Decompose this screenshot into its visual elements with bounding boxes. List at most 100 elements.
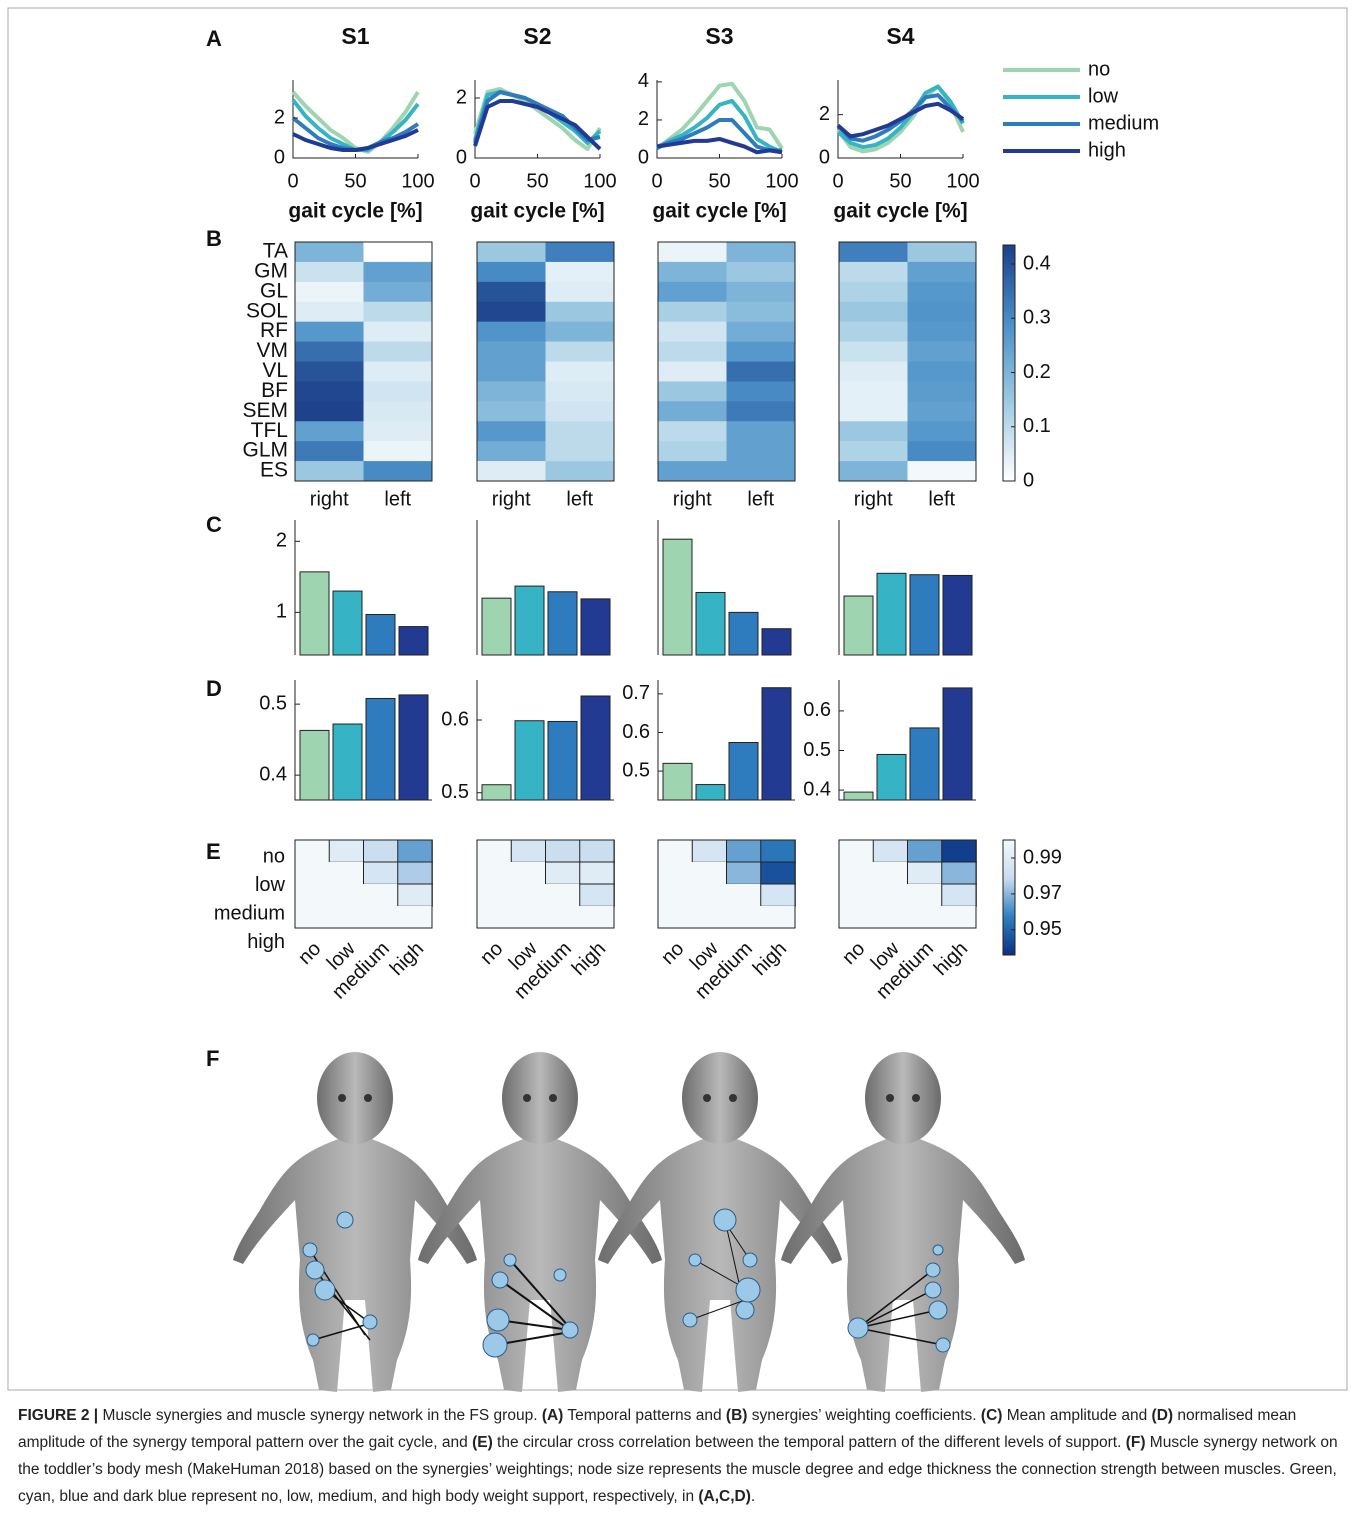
bar (482, 598, 511, 655)
heatmap-cell (908, 302, 977, 322)
bar (762, 688, 791, 800)
matrix-cell (329, 862, 364, 884)
colorbar-tick-label: 0.97 (1023, 882, 1062, 904)
heatmap-cell (727, 461, 796, 481)
heatmap-cell (546, 262, 615, 282)
x-tick-label: 0 (651, 170, 662, 192)
heatmap-cell (658, 242, 727, 262)
matrix-cell (364, 862, 399, 884)
heatmap-cell (727, 302, 796, 322)
bar (548, 721, 577, 800)
heatmap-cell (908, 242, 977, 262)
heatmap-cell (908, 381, 977, 401)
matrix-cell (692, 884, 727, 906)
y-tick-label: 0.5 (259, 692, 287, 714)
heatmap-cell (364, 381, 433, 401)
matrix-cell (546, 840, 581, 862)
bar (515, 721, 544, 800)
matrix-cell (398, 840, 433, 862)
heatmap-cell (477, 242, 546, 262)
heatmap-cell (546, 421, 615, 441)
heatmap-cell (477, 401, 546, 421)
heatmap-cell (727, 342, 796, 362)
heatmap-cell (658, 362, 727, 382)
x-tick-label: 0 (832, 170, 843, 192)
heatmap-cell (908, 362, 977, 382)
matrix-cell (477, 884, 512, 906)
heatmap-cell (477, 282, 546, 302)
heatmap-cell (839, 441, 908, 461)
matrix-cell (658, 840, 693, 862)
bar (729, 612, 758, 655)
panel-label: D (206, 676, 222, 701)
heatmap-cell (839, 342, 908, 362)
heatmap-cell (295, 342, 364, 362)
heatmap-cell (658, 381, 727, 401)
matrix-cell (295, 862, 330, 884)
row-label: low (255, 874, 286, 896)
heatmap-cell (546, 282, 615, 302)
body-mesh-panel (233, 1052, 1025, 1392)
heatmap-cell (546, 302, 615, 322)
matrix-cell (364, 840, 399, 862)
matrix-cell (908, 840, 943, 862)
colorbar-tick-label: 0.2 (1023, 361, 1051, 383)
matrix-cell (873, 906, 908, 928)
y-tick-label: 2 (456, 86, 467, 108)
x-axis-label: gait cycle [%] (652, 200, 786, 223)
colorbar-tick-label: 0 (1023, 469, 1034, 491)
heatmap-cell (839, 242, 908, 262)
heatmap-cell (727, 362, 796, 382)
row-label: ES (260, 459, 288, 482)
y-tick-label: 2 (276, 530, 287, 552)
x-tick-label: 50 (889, 170, 911, 192)
legend-label: high (1088, 139, 1126, 161)
caption-bold: (B) (726, 1407, 748, 1424)
x-tick-label: 0 (469, 170, 480, 192)
matrix-cell (692, 906, 727, 928)
bar (696, 592, 725, 655)
heatmap-cell (295, 262, 364, 282)
heatmap-cell (546, 342, 615, 362)
column-label: left (928, 488, 955, 510)
heatmap-cell (727, 242, 796, 262)
heatmap-cell (727, 401, 796, 421)
column-label: right (310, 488, 349, 510)
subplot-title: S2 (523, 23, 551, 49)
bar (366, 615, 395, 656)
bar (910, 728, 939, 800)
heatmap-cell (658, 441, 727, 461)
matrix-cell (364, 906, 399, 928)
heatmap-cell (839, 421, 908, 441)
caption-bold: (C) (981, 1407, 1003, 1424)
y-tick-label: 0.6 (622, 721, 650, 743)
matrix-cell (908, 862, 943, 884)
x-axis-label: gait cycle [%] (288, 200, 422, 223)
panel-label: B (206, 226, 222, 251)
subplot-title: S4 (886, 23, 914, 49)
x-tick-label: 100 (765, 170, 798, 192)
matrix-cell (692, 862, 727, 884)
row-label: high (247, 931, 285, 953)
column-label: no (657, 938, 688, 969)
caption-text: the circular cross correlation between t… (493, 1434, 1126, 1451)
heatmap-cell (295, 401, 364, 421)
figure-caption: FIGURE 2 | Muscle synergies and muscle s… (18, 1402, 1338, 1510)
heatmap-cell (839, 461, 908, 481)
heatmap-cell (546, 322, 615, 342)
matrix-cell (761, 862, 796, 884)
heatmap-cell (658, 322, 727, 342)
heatmap-cell (546, 441, 615, 461)
y-tick-label: 4 (638, 70, 649, 92)
colorbar-tick-label: 0.4 (1023, 252, 1051, 274)
column-label: high (568, 938, 610, 980)
panel-label: F (206, 1046, 219, 1071)
heatmap-cell (908, 262, 977, 282)
bar (663, 539, 692, 655)
matrix-cell (942, 906, 977, 928)
heatmap-cell (546, 362, 615, 382)
x-tick-label: 100 (946, 170, 979, 192)
caption-bold: (A) (542, 1407, 564, 1424)
matrix-cell (761, 840, 796, 862)
heatmap-cell (364, 401, 433, 421)
